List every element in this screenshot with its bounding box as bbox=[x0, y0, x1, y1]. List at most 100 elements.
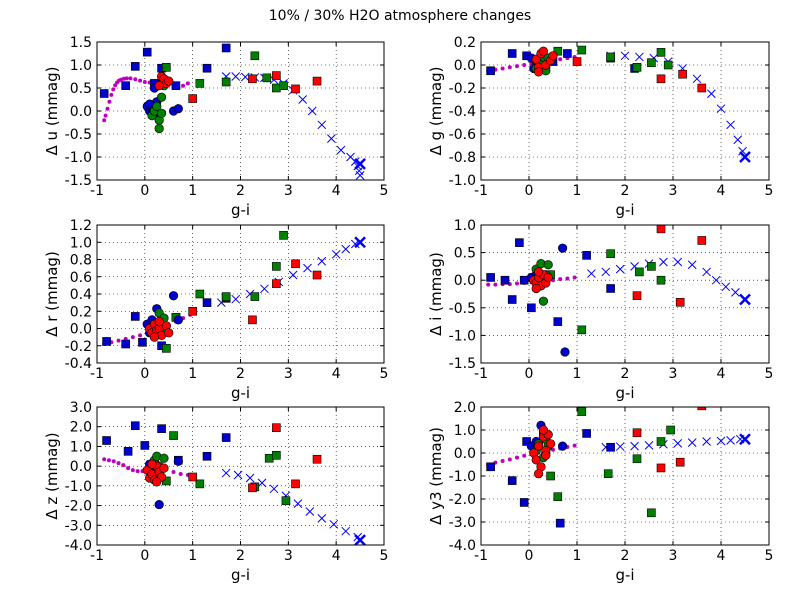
data-point-square bbox=[221, 292, 231, 301]
y-tick-label: -0.5 bbox=[65, 127, 92, 143]
data-point-square bbox=[486, 273, 495, 282]
x-tick-label: 4 bbox=[717, 183, 726, 199]
data-point-dot bbox=[500, 459, 505, 464]
data-point-dot bbox=[181, 83, 186, 88]
data-point-dot bbox=[116, 461, 121, 466]
data-point-x bbox=[601, 267, 611, 277]
axes-frame bbox=[480, 224, 770, 364]
data-point-square bbox=[264, 453, 274, 463]
axes-frame bbox=[96, 41, 385, 181]
data-point-square bbox=[312, 270, 322, 280]
data-point-x bbox=[331, 249, 341, 259]
y-tick-label: 1.5 bbox=[70, 35, 92, 51]
data-point-square bbox=[500, 275, 510, 285]
x-tick-label: 4 bbox=[717, 548, 726, 564]
data-point-circle bbox=[557, 243, 568, 253]
data-point-x bbox=[288, 270, 298, 280]
y-axis-label: Δ z (mmag) bbox=[43, 432, 61, 519]
data-point-square bbox=[272, 83, 281, 93]
data-point-circle bbox=[173, 315, 183, 325]
x-axis-label: g-i bbox=[231, 201, 250, 219]
data-point-dot bbox=[515, 281, 519, 286]
data-point-dot bbox=[128, 76, 133, 81]
y-tick-label: 0.0 bbox=[454, 58, 476, 74]
x-tick-label: 5 bbox=[765, 183, 774, 199]
subplot-2: -1 0 1 2 3 4 5 -1.0 -0.8 -0.6 -0.4 -0.2 0.0 0.2 g-i Δ g… bbox=[427, 35, 773, 219]
data-point-x bbox=[707, 89, 716, 99]
data-point-square bbox=[202, 298, 212, 307]
y-tick-label: -1.5 bbox=[65, 173, 92, 189]
y-tick-label: -2.0 bbox=[65, 499, 92, 515]
x-tick-label: -1 bbox=[474, 548, 488, 564]
data-point-square bbox=[169, 431, 178, 440]
y-tick-label: -2.0 bbox=[449, 492, 476, 508]
x-tick-label: 0 bbox=[525, 548, 534, 564]
x-tick-label: -1 bbox=[90, 548, 104, 564]
data-point-square bbox=[221, 433, 231, 442]
y-tick-label: 1.0 bbox=[70, 235, 92, 251]
data-point-x bbox=[303, 263, 312, 273]
data-point-square bbox=[123, 447, 133, 456]
data-point-dot bbox=[116, 338, 121, 343]
data-point-square bbox=[188, 306, 197, 316]
data-point-square bbox=[121, 81, 130, 90]
data-point-square bbox=[635, 267, 644, 277]
plot-area bbox=[486, 45, 751, 163]
data-point-square bbox=[121, 339, 130, 349]
y-tick-label: 0.0 bbox=[70, 459, 92, 475]
data-point-x bbox=[245, 473, 255, 483]
curve-end-marker bbox=[739, 433, 751, 446]
y-tick-label: 0.0 bbox=[70, 322, 92, 338]
data-point-x bbox=[269, 484, 279, 494]
plot-area bbox=[102, 421, 366, 545]
data-point-x bbox=[733, 135, 743, 145]
y-tick-label: -1.5 bbox=[449, 356, 476, 372]
curve-end-marker bbox=[354, 534, 366, 545]
data-point-square bbox=[142, 47, 152, 57]
data-point-x bbox=[692, 74, 702, 84]
data-point-square bbox=[656, 275, 666, 285]
data-point-x bbox=[726, 435, 735, 445]
data-point-square bbox=[202, 451, 212, 461]
data-point-x bbox=[673, 257, 683, 267]
data-point-circle bbox=[173, 456, 183, 466]
x-tick-label: 0 bbox=[140, 183, 149, 199]
data-point-square bbox=[663, 60, 673, 70]
data-point-square bbox=[632, 454, 642, 464]
data-point-x bbox=[738, 146, 747, 156]
y-tick-label: -3.0 bbox=[65, 518, 92, 534]
x-tick-label: 1 bbox=[573, 366, 582, 382]
data-point-dot bbox=[515, 455, 519, 460]
data-point-square bbox=[553, 492, 563, 502]
figure-title: 10% / 30% H2O atmosphere changes bbox=[268, 8, 532, 24]
data-point-dot bbox=[178, 472, 183, 477]
data-point-square bbox=[221, 43, 231, 53]
data-point-square bbox=[553, 46, 563, 56]
x-tick-label: 0 bbox=[140, 548, 149, 564]
x-tick-label: 1 bbox=[573, 548, 582, 564]
data-point-circle bbox=[531, 455, 541, 465]
data-point-x bbox=[329, 519, 339, 529]
y-tick-label: 0.2 bbox=[454, 35, 476, 51]
data-point-square bbox=[250, 292, 260, 301]
y-tick-label: 1.2 bbox=[70, 218, 92, 234]
data-point-square bbox=[99, 89, 109, 98]
data-point-square bbox=[647, 58, 656, 68]
data-point-square bbox=[546, 471, 555, 481]
data-point-circle bbox=[533, 267, 544, 277]
curve-end-marker bbox=[739, 151, 751, 163]
data-point-square bbox=[522, 437, 531, 446]
data-point-circle bbox=[545, 439, 556, 449]
axes-frame bbox=[96, 406, 385, 546]
data-point-x bbox=[659, 257, 668, 267]
x-tick-label: 2 bbox=[236, 183, 245, 199]
data-point-square bbox=[248, 483, 257, 493]
data-point-square bbox=[272, 423, 281, 433]
data-point-square bbox=[577, 45, 587, 55]
data-point-square bbox=[697, 83, 707, 93]
data-point-square bbox=[656, 463, 666, 473]
data-point-x bbox=[716, 436, 726, 446]
data-point-square bbox=[291, 84, 300, 94]
x-axis-label: g-i bbox=[231, 566, 250, 584]
